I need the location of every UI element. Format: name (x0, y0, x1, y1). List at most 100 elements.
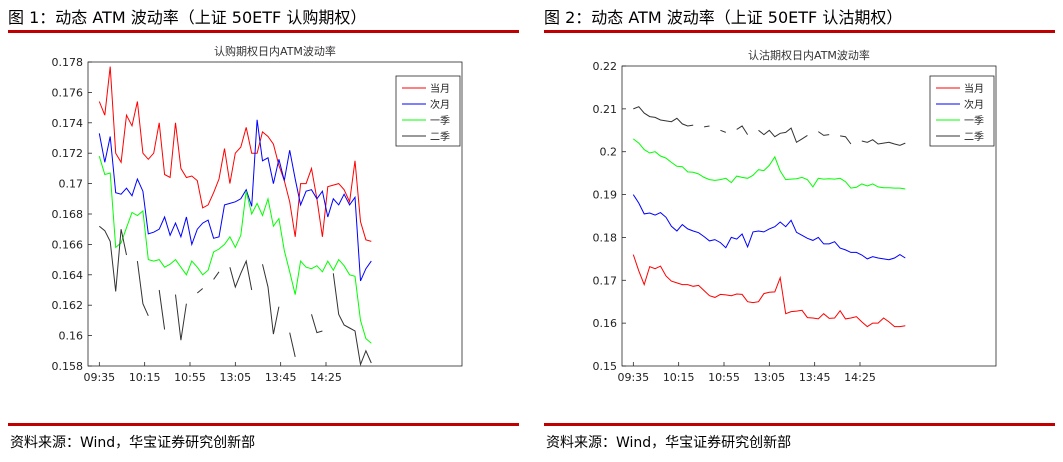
data-point (833, 241, 835, 243)
data-point (272, 182, 274, 184)
data-point (828, 133, 830, 135)
data-point (332, 184, 334, 186)
legend-label: 次月 (430, 98, 450, 111)
data-point (736, 128, 738, 130)
data-point (692, 171, 694, 173)
data-point (191, 260, 193, 262)
data-point (327, 260, 329, 262)
data-point (240, 146, 242, 148)
data-point (359, 280, 361, 282)
data-point (240, 234, 242, 236)
y-tick-label: 0.166 (52, 238, 84, 251)
data-point (218, 178, 220, 180)
data-point (850, 251, 852, 253)
data-point (153, 152, 155, 154)
data-point (207, 204, 209, 206)
data-point (812, 186, 814, 188)
data-point (649, 212, 651, 214)
data-point (365, 337, 367, 339)
data-point (158, 228, 160, 230)
data-point (174, 122, 176, 124)
data-point (823, 313, 825, 315)
data-point (185, 303, 187, 305)
source-note: 资料来源：Wind，华宝证券研究创新部 (10, 435, 256, 451)
data-point (174, 293, 176, 295)
chart-title: 认购期权日内ATM波动率 (214, 44, 336, 58)
legend-label: 二季 (964, 131, 984, 143)
data-point (763, 169, 765, 171)
series-line-一季 (98, 156, 372, 344)
data-point (354, 275, 356, 277)
data-point (310, 189, 312, 191)
data-point (877, 186, 879, 188)
data-point (196, 228, 198, 230)
data-point (310, 313, 312, 315)
legend-label: 次月 (964, 98, 984, 111)
data-point (229, 236, 231, 238)
data-point (643, 112, 645, 114)
data-point (774, 226, 776, 228)
data-point (223, 204, 225, 206)
data-point (703, 176, 705, 178)
data-point (283, 179, 285, 181)
legend-label: 当月 (430, 82, 450, 95)
data-point (354, 160, 356, 162)
data-point (844, 249, 846, 251)
data-point (142, 303, 144, 305)
data-point (877, 257, 879, 259)
data-point (888, 187, 890, 189)
data-point (768, 129, 770, 131)
divider-top (544, 30, 1055, 33)
data-point (708, 240, 710, 242)
y-tick-label: 0.164 (52, 269, 84, 282)
data-point (882, 317, 884, 319)
data-point (692, 285, 694, 287)
data-point (659, 265, 661, 267)
data-point (321, 330, 323, 332)
data-point (169, 234, 171, 236)
figure-1: 图 1：动态 ATM 波动率（上证 50ETF 认购期权） 认购期权日内ATM波… (8, 0, 519, 462)
series-line-二季 (633, 106, 906, 146)
data-point (104, 161, 106, 163)
data-point (681, 283, 683, 285)
data-point (823, 243, 825, 245)
x-tick-label: 14:25 (844, 371, 876, 384)
y-tick-label: 0.15 (593, 360, 618, 373)
data-point (779, 221, 781, 223)
data-point (234, 201, 236, 203)
data-point (785, 226, 787, 228)
data-point (136, 214, 138, 216)
data-point (158, 258, 160, 260)
data-point (365, 239, 367, 241)
data-point (882, 142, 884, 144)
data-point (665, 216, 667, 218)
data-point (654, 214, 656, 216)
x-tick-label: 13:05 (219, 371, 251, 384)
data-point (861, 183, 863, 185)
data-point (643, 283, 645, 285)
data-point (261, 160, 263, 162)
data-point (681, 166, 683, 168)
data-point (289, 271, 291, 273)
data-point (659, 119, 661, 121)
data-point (801, 176, 803, 178)
x-tick-label: 09:35 (83, 371, 115, 384)
data-point (169, 176, 171, 178)
data-point (785, 131, 787, 133)
series-line-二季 (98, 225, 372, 367)
figure-2: 图 2：动态 ATM 波动率（上证 50ETF 认沽期权） 认沽期权日内ATM波… (544, 0, 1055, 462)
data-point (757, 230, 759, 232)
data-point (370, 260, 372, 262)
data-point (844, 181, 846, 183)
y-tick-label: 0.168 (52, 208, 84, 221)
data-point (125, 114, 127, 116)
data-point (882, 258, 884, 260)
data-point (763, 133, 765, 135)
data-point (348, 274, 350, 276)
data-point (278, 217, 280, 219)
data-point (245, 260, 247, 262)
data-point (321, 271, 323, 273)
data-point (370, 342, 372, 344)
data-point (687, 171, 689, 173)
